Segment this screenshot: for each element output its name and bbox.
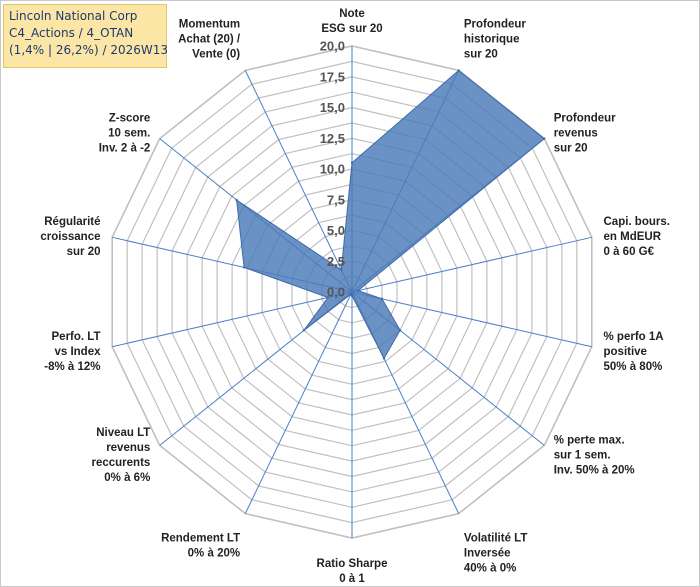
axis-label-line: historique xyxy=(464,34,520,46)
axis-label-line: Profondeur xyxy=(464,19,526,31)
axis-label: Profondeur historique sur 20 xyxy=(464,19,526,61)
axis-label-line: Volatilité LT xyxy=(464,532,527,544)
tick-label: 10,0 xyxy=(320,162,345,177)
axis-label: Niveau LT revenus reccurents 0% à 6% xyxy=(91,427,150,484)
radar-tick-labels: 0,0 2,5 5,0 7,5 10,0 12,5 15,0 17,5 20,0 xyxy=(320,39,345,300)
axis-label-line: % perfo 1A xyxy=(604,331,664,343)
series-point xyxy=(457,69,460,72)
axis-label-line: Profondeur xyxy=(554,113,616,125)
chart-subtitle-stats: (1,4% | 26,2%) / 2026W13 xyxy=(9,43,168,57)
axis-label-line: revenus xyxy=(554,128,598,140)
tick-label: 2,5 xyxy=(327,254,345,269)
axis-spoke xyxy=(351,291,592,348)
axis-label-line: sur 20 xyxy=(67,246,101,258)
series-point xyxy=(349,293,353,296)
series-point xyxy=(326,296,330,299)
axis-label-line: Inv. 2 à -2 xyxy=(99,143,151,155)
axis-spoke xyxy=(351,236,592,293)
tick-label: 17,5 xyxy=(320,69,345,84)
axis-label-line: 50% à 80% xyxy=(604,361,663,373)
axis-label-line: 10 sem. xyxy=(108,128,150,140)
chart-title-box: Lincoln National Corp C4_Actions / 4_OTA… xyxy=(3,4,168,68)
axis-label: % perfo 1A positive 50% à 80% xyxy=(604,331,664,373)
axis-label-line: sur 20 xyxy=(464,49,498,61)
axis-label-line: Capi. bours. xyxy=(604,216,670,228)
axis-spoke xyxy=(244,291,353,514)
axis-label-line: vs Index xyxy=(54,346,101,358)
axis-label-line: Inv. 50% à 20% xyxy=(554,464,635,476)
series-point xyxy=(543,137,546,140)
series-point xyxy=(398,329,402,332)
axis-label: Capi. bours. en MdEUR 0 à 60 G€ xyxy=(604,216,670,258)
series-point xyxy=(356,289,360,292)
series-point xyxy=(235,198,238,202)
axis-label-line: ESG sur 20 xyxy=(321,23,382,35)
axis-spoke xyxy=(112,291,353,348)
axis-label: Rendement LT 0% à 20% xyxy=(161,532,240,559)
axis-label-line: 0% à 6% xyxy=(104,472,150,484)
axis-label-line: -8% à 12% xyxy=(44,361,100,373)
series-point xyxy=(242,266,246,269)
series-point xyxy=(302,329,306,332)
chart-subtitle-category: C4_Actions / 4_OTAN xyxy=(9,26,134,40)
axis-label: Note ESG sur 20 xyxy=(321,8,382,35)
tick-label: 0,0 xyxy=(327,285,345,300)
axis-label-line: Rendement LT xyxy=(161,532,240,544)
axis-label-line: Ratio Sharpe xyxy=(317,558,388,570)
tick-label: 12,5 xyxy=(320,131,345,146)
axis-label: Z-score 10 sem. Inv. 2 à -2 xyxy=(99,113,151,155)
tick-label: 7,5 xyxy=(327,192,345,207)
axis-label-line: Vente (0) xyxy=(192,49,240,61)
axis-label: Ratio Sharpe 0 à 1 xyxy=(317,558,388,585)
axis-label: Perfo. LT vs Index -8% à 12% xyxy=(44,331,101,373)
axis-label: Momentum Achat (20) / Vente (0) xyxy=(178,19,241,61)
radar-series xyxy=(235,69,546,360)
axis-label-line: croissance xyxy=(40,231,100,243)
axis-label-line: Perfo. LT xyxy=(52,331,101,343)
tick-label: 20,0 xyxy=(320,39,345,54)
axis-label-line: reccurents xyxy=(91,457,150,469)
axis-label-line: sur 20 xyxy=(554,143,588,155)
axis-label-line: Inversée xyxy=(464,547,511,559)
axis-label-line: Régularité xyxy=(44,216,100,228)
series-point xyxy=(382,357,386,360)
axis-label-line: revenus xyxy=(106,442,150,454)
axis-label-line: 0% à 20% xyxy=(188,547,240,559)
tick-label: 5,0 xyxy=(327,223,345,238)
axis-label-line: % perte max. xyxy=(554,434,625,446)
radar-axis-labels: Note ESG sur 20 Profondeur historique sur 20… xyxy=(40,8,670,585)
axis-label-line: Momentum xyxy=(179,19,240,31)
axis-label: Volatilité LT Inversée 40% à 0% xyxy=(464,532,527,574)
axis-spoke xyxy=(244,70,353,293)
axis-label-line: positive xyxy=(604,346,647,358)
axis-label-line: sur 1 sem. xyxy=(554,449,611,461)
chart-title: Lincoln National Corp xyxy=(9,9,138,23)
axis-label: Régularité croissance sur 20 xyxy=(40,216,100,258)
axis-label-line: en MdEUR xyxy=(604,231,662,243)
axis-label: % perte max. sur 1 sem. Inv. 50% à 20% xyxy=(554,434,635,476)
tick-label: 15,0 xyxy=(320,100,345,115)
axis-label: Profondeur revenus sur 20 xyxy=(554,113,616,155)
axis-label-line: 40% à 0% xyxy=(464,562,516,574)
axis-label-line: 0 à 60 G€ xyxy=(604,246,655,258)
series-point xyxy=(340,268,343,271)
axis-label-line: 0 à 1 xyxy=(339,573,365,585)
axis-label-line: Niveau LT xyxy=(96,427,150,439)
series-point xyxy=(380,297,384,300)
axis-label-line: Z-score xyxy=(109,113,151,125)
series-point xyxy=(350,161,354,164)
axis-label-line: Note xyxy=(339,8,365,20)
axis-label-line: Achat (20) / xyxy=(178,34,241,46)
